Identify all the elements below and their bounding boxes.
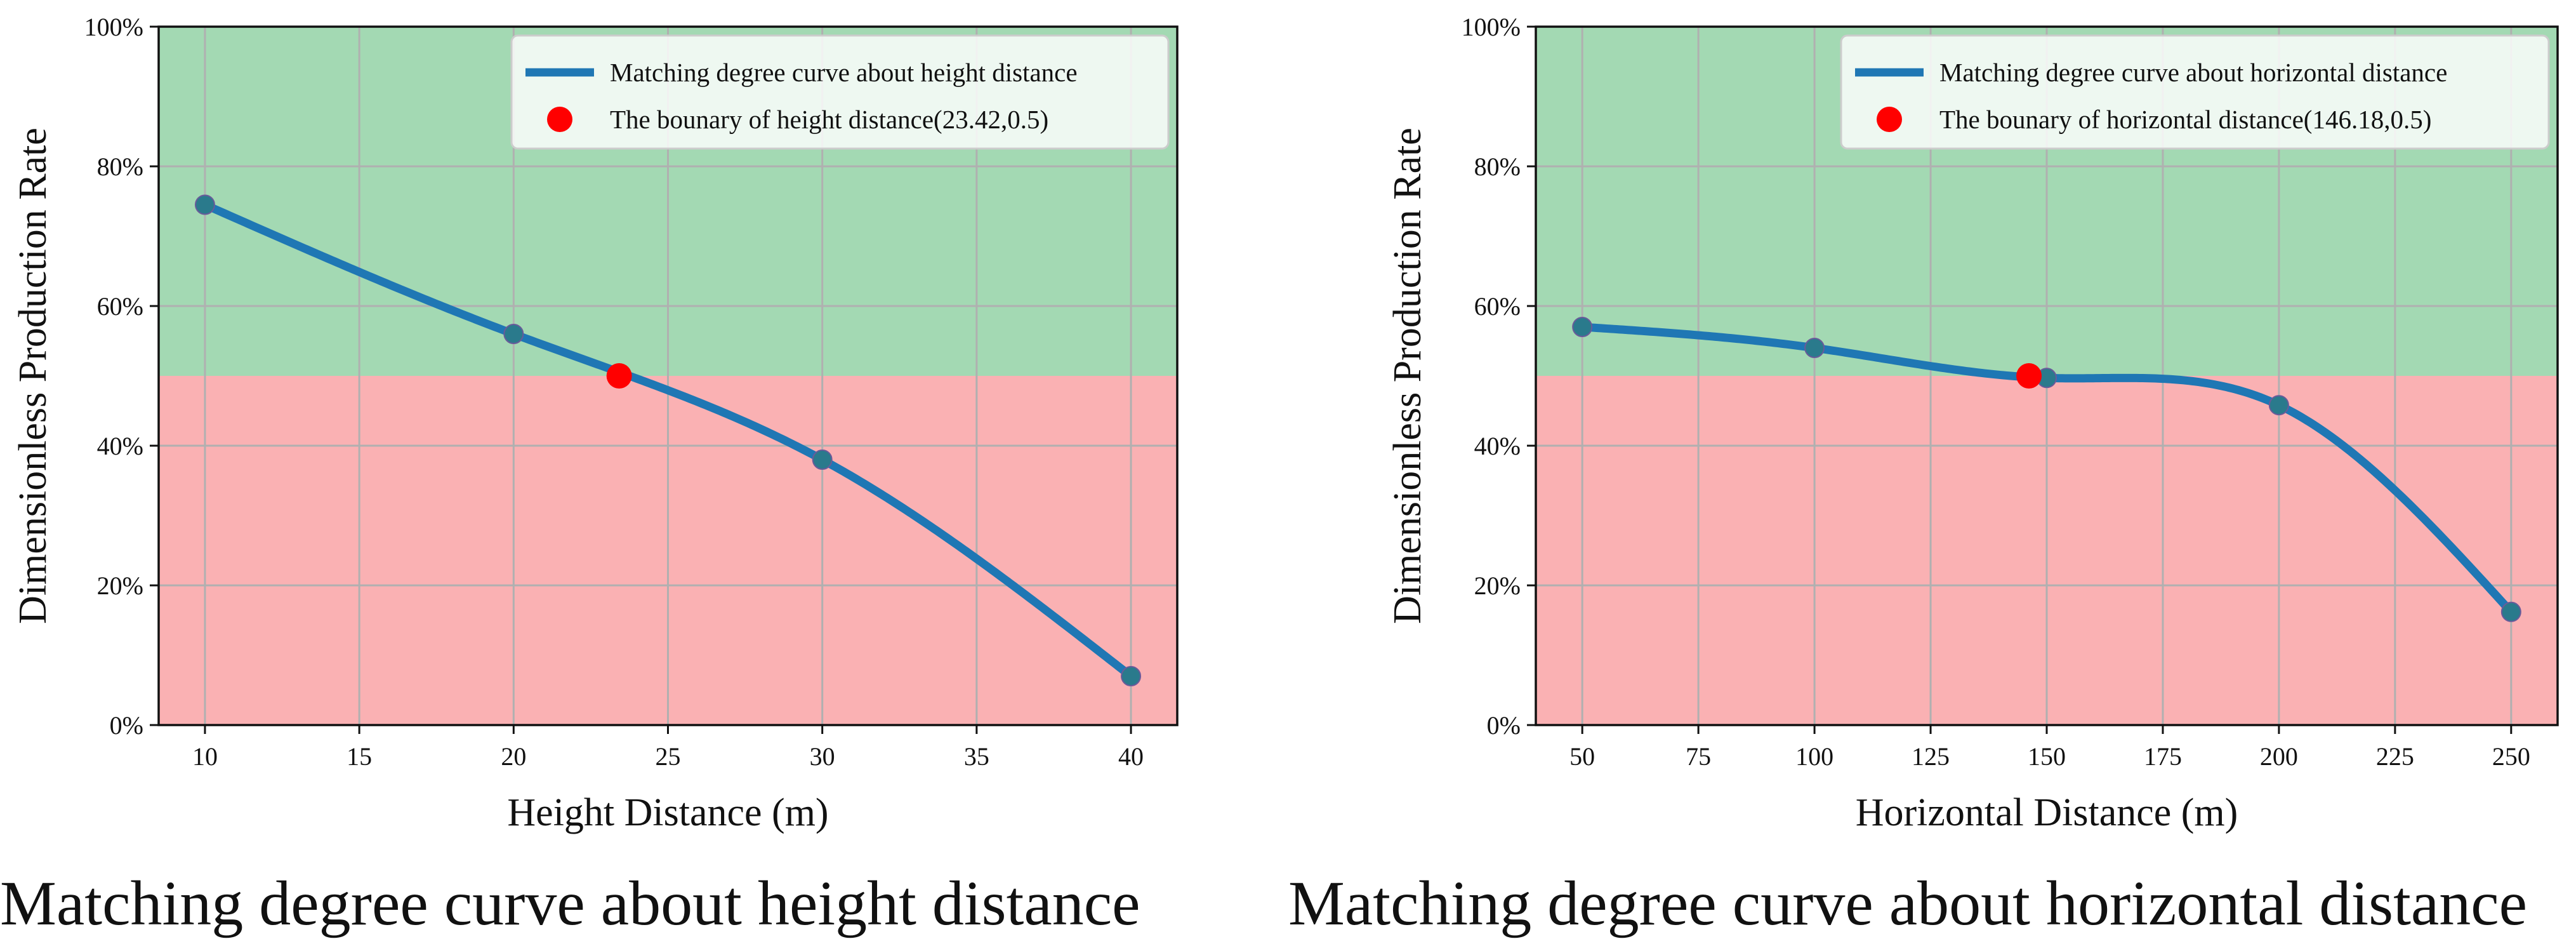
legend-box xyxy=(1840,34,2550,150)
data-point xyxy=(812,450,833,470)
caption-height-distance: Matching degree curve about height dista… xyxy=(0,868,1140,938)
boundary-point xyxy=(2016,363,2042,389)
x-tick-label: 25 xyxy=(656,742,681,771)
data-point xyxy=(1572,317,1593,337)
data-point xyxy=(2500,601,2521,622)
x-axis-label: Height Distance (m) xyxy=(507,791,828,834)
x-tick-label: 50 xyxy=(1569,742,1595,771)
y-tick-label: 80% xyxy=(1474,152,1521,181)
chart-panel-height: 10 15 20 25 30 35 40 0% 20% 40% 60% 80% 100% Height D… xyxy=(0,0,1282,946)
x-tick-label: 15 xyxy=(347,742,372,771)
y-tick-label: 100% xyxy=(1462,13,1521,41)
boundary-point xyxy=(606,363,632,389)
y-tick-label: 100% xyxy=(84,13,143,41)
chart-panel-horizontal: 50 75 100 125 150 175 200 225 250 0% 20% 40% 60% 80% 1… xyxy=(1288,0,2576,946)
data-point xyxy=(194,194,215,215)
y-tick-label: 20% xyxy=(97,571,143,600)
legend-point-swatch xyxy=(547,107,572,132)
legend-point-swatch xyxy=(1877,107,1902,132)
x-tick-label: 100 xyxy=(1795,742,1833,771)
y-tick-label: 0% xyxy=(1487,711,1521,740)
x-axis-label: Horizontal Distance (m) xyxy=(1856,791,2238,834)
data-point xyxy=(2268,395,2289,416)
x-tick-label: 10 xyxy=(192,742,218,771)
y-tick-label: 40% xyxy=(1474,432,1521,460)
y-tick-label: 80% xyxy=(97,152,143,181)
x-tick-label: 125 xyxy=(1912,742,1950,771)
legend: Matching degree curve about horizontal d… xyxy=(1840,34,2550,150)
legend: Matching degree curve about height dista… xyxy=(510,34,1170,150)
y-tick-label: 40% xyxy=(97,432,143,460)
legend-label-curve: Matching degree curve about height dista… xyxy=(610,58,1078,87)
legend-box xyxy=(510,34,1170,150)
x-tick-label: 40 xyxy=(1118,742,1144,771)
x-tick-label: 30 xyxy=(810,742,835,771)
y-tick-label: 60% xyxy=(97,292,143,321)
y-axis-label: Dimensionless Production Rate xyxy=(1386,128,1429,624)
data-point xyxy=(503,324,524,344)
y-tick-label: 60% xyxy=(1474,292,1521,321)
x-tick-label: 225 xyxy=(2376,742,2414,771)
legend-label-boundary: The bounary of height distance(23.42,0.5… xyxy=(610,105,1048,134)
y-tick-label: 20% xyxy=(1474,571,1521,600)
legend-label-curve: Matching degree curve about horizontal d… xyxy=(1939,58,2447,87)
x-tick-label: 175 xyxy=(2144,742,2182,771)
y-axis-label: Dimensionless Production Rate xyxy=(11,128,55,624)
x-tick-label: 250 xyxy=(2492,742,2530,771)
data-point xyxy=(1804,338,1825,358)
height-distance-chart: 10 15 20 25 30 35 40 0% 20% 40% 60% 80% 100% Height D… xyxy=(11,13,1179,834)
legend-label-boundary: The bounary of horizontal distance(146.1… xyxy=(1939,105,2431,134)
x-tick-label: 35 xyxy=(964,742,989,771)
caption-horizontal-distance: Matching degree curve about horizontal d… xyxy=(1288,868,2528,938)
x-tick-label: 200 xyxy=(2260,742,2298,771)
x-tick-label: 20 xyxy=(501,742,526,771)
horizontal-distance-chart: 50 75 100 125 150 175 200 225 250 0% 20% 40% 60% 80% 1… xyxy=(1386,13,2559,834)
data-point xyxy=(1121,666,1142,686)
y-tick-label: 0% xyxy=(110,711,143,740)
x-tick-label: 150 xyxy=(2028,742,2066,771)
series-line xyxy=(201,201,1135,681)
x-tick-label: 75 xyxy=(1686,742,1711,771)
